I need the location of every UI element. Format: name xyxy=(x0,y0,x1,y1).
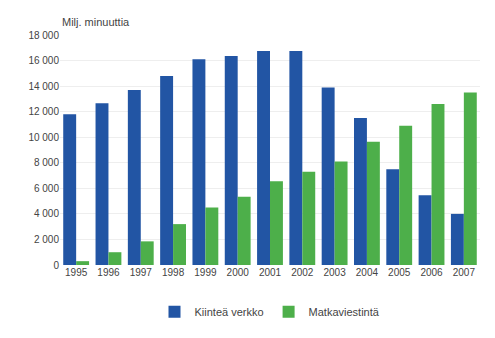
svg-text:18 000: 18 000 xyxy=(28,30,59,41)
svg-text:10 000: 10 000 xyxy=(28,132,59,143)
svg-text:Kiinteä verkko: Kiinteä verkko xyxy=(195,306,264,318)
svg-text:2006: 2006 xyxy=(420,267,443,278)
svg-text:2004: 2004 xyxy=(356,267,379,278)
svg-text:Matkaviestintä: Matkaviestintä xyxy=(309,306,380,318)
svg-text:8 000: 8 000 xyxy=(34,157,59,168)
svg-text:1995: 1995 xyxy=(65,267,88,278)
svg-text:2001: 2001 xyxy=(259,267,282,278)
svg-text:2 000: 2 000 xyxy=(34,234,59,245)
svg-text:6 000: 6 000 xyxy=(34,183,59,194)
svg-text:12 000: 12 000 xyxy=(28,106,59,117)
svg-text:1996: 1996 xyxy=(97,267,120,278)
svg-text:2005: 2005 xyxy=(388,267,411,278)
svg-text:1998: 1998 xyxy=(162,267,185,278)
svg-text:4 000: 4 000 xyxy=(34,208,59,219)
svg-text:1997: 1997 xyxy=(130,267,153,278)
svg-text:14 000: 14 000 xyxy=(28,81,59,92)
svg-text:2003: 2003 xyxy=(323,267,346,278)
svg-text:2000: 2000 xyxy=(227,267,250,278)
svg-text:2002: 2002 xyxy=(291,267,314,278)
svg-text:Milj. minuuttia: Milj. minuuttia xyxy=(62,16,130,28)
svg-text:1999: 1999 xyxy=(194,267,217,278)
svg-text:0: 0 xyxy=(53,260,59,271)
svg-text:2007: 2007 xyxy=(453,267,476,278)
svg-text:16 000: 16 000 xyxy=(28,55,59,66)
